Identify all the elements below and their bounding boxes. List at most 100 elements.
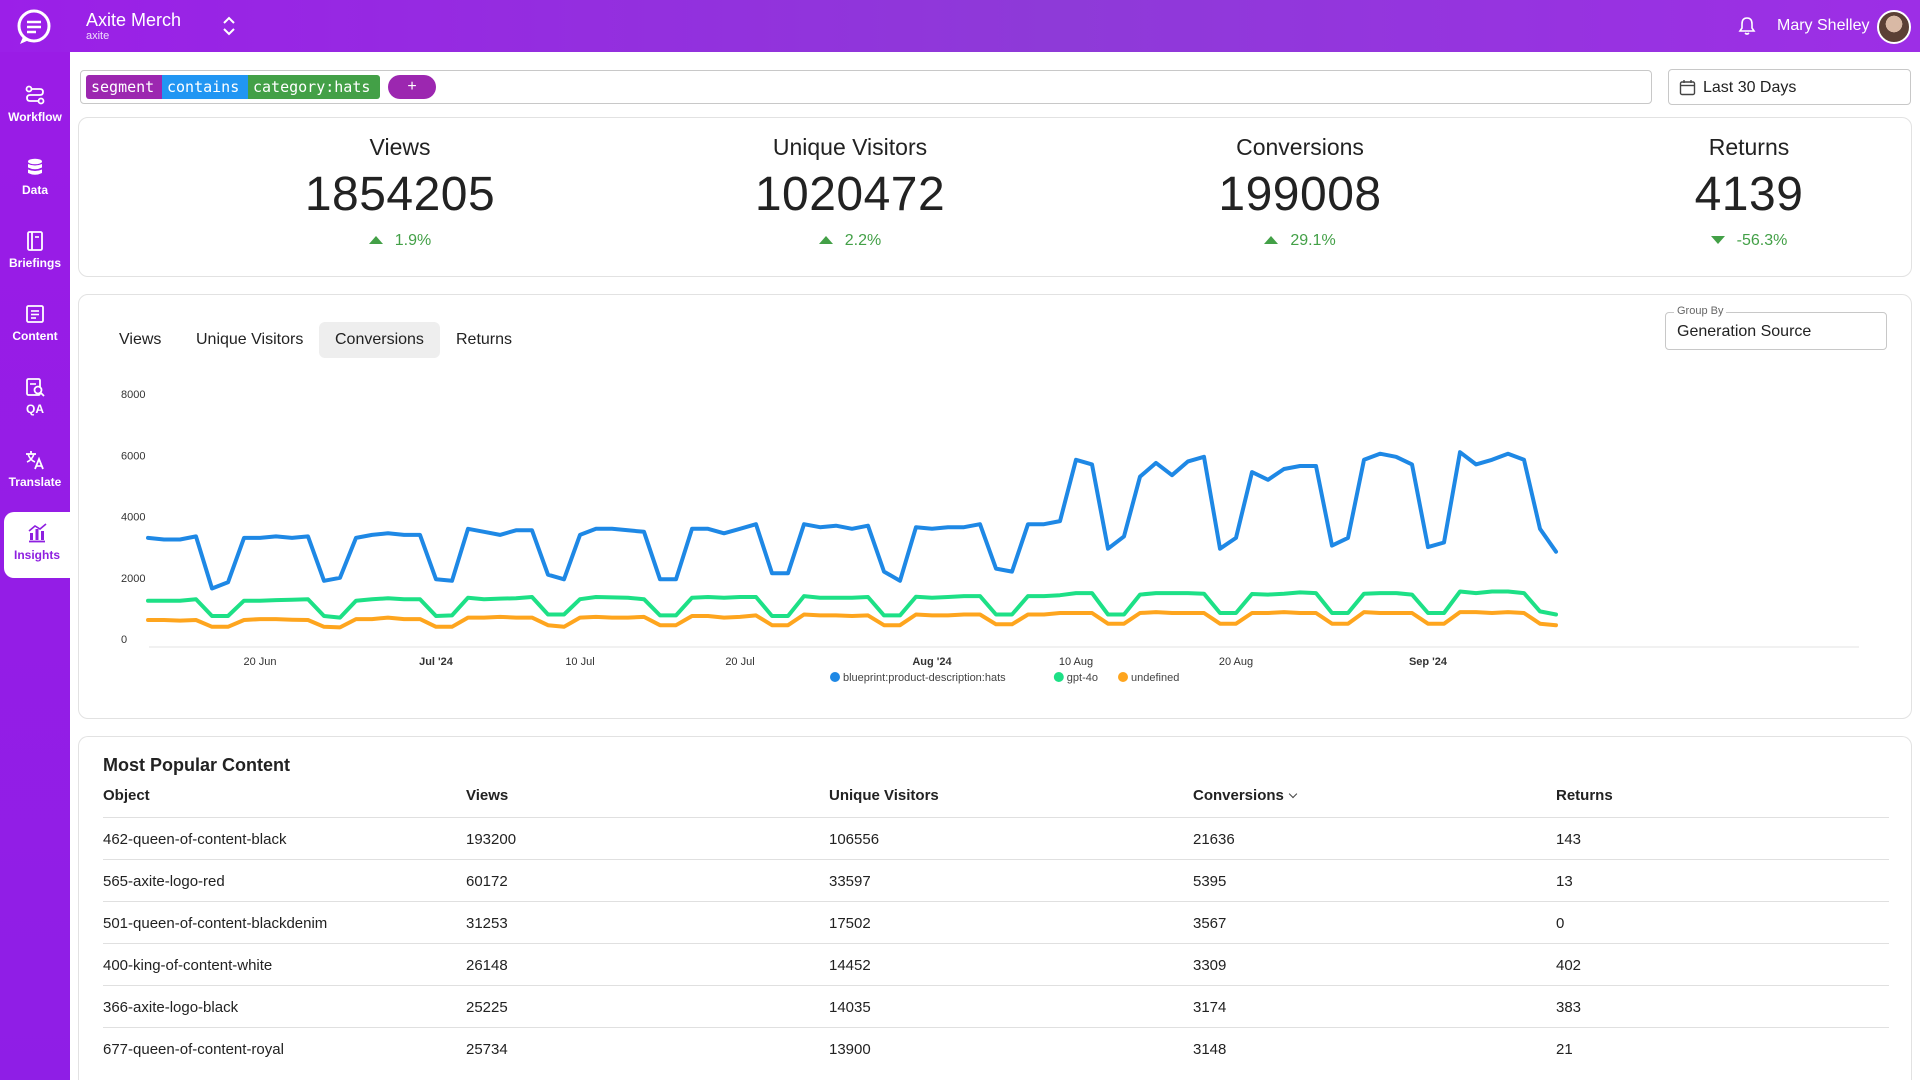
- cell-views: 193200: [466, 831, 517, 848]
- y-tick-label: 6000: [121, 450, 145, 462]
- trend-up-icon: [1264, 236, 1279, 244]
- cell-views: 25734: [466, 1041, 508, 1058]
- chart-card: Views Unique Visitors Conversions Return…: [78, 294, 1912, 719]
- tab-conversions[interactable]: Conversions: [319, 322, 440, 358]
- tab-returns[interactable]: Returns: [456, 331, 513, 348]
- cell-unique-visitors: 17502: [829, 915, 871, 932]
- sidebar-item-label: QA: [26, 402, 44, 416]
- sort-desc-icon[interactable]: [1288, 789, 1298, 799]
- trend-down-icon: [1710, 236, 1725, 244]
- date-range-picker[interactable]: Last 30 Days: [1668, 69, 1911, 105]
- table-row[interactable]: 677-queen-of-content-royal 25734 13900 3…: [103, 1027, 1889, 1069]
- translate-icon: [26, 451, 44, 470]
- filter-token-field[interactable]: segment: [86, 75, 162, 99]
- table-row[interactable]: 565-axite-logo-red 60172 33597 5395 13: [103, 859, 1889, 901]
- table-title: Most Popular Content: [103, 755, 290, 775]
- x-tick-label: Jul '24: [419, 656, 454, 668]
- group-by-select[interactable]: Group By Generation Source: [1665, 305, 1887, 350]
- cell-returns: 13: [1556, 873, 1573, 890]
- sidebar-item-qa[interactable]: QA: [0, 366, 70, 432]
- bell-icon[interactable]: [1737, 16, 1757, 36]
- legend-label: undefined: [1131, 672, 1179, 684]
- column-header-returns[interactable]: Returns: [1556, 787, 1613, 804]
- table-row[interactable]: 366-axite-logo-black 25225 14035 3174 38…: [103, 985, 1889, 1027]
- sidebar-item-briefings[interactable]: Briefings: [0, 220, 70, 286]
- kpi-title: Unique Visitors: [772, 134, 928, 160]
- x-tick-label: Aug '24: [912, 656, 952, 668]
- insights-icon: [28, 523, 47, 543]
- table-row[interactable]: 400-king-of-content-white 26148 14452 33…: [103, 943, 1889, 985]
- series-line-gpt-4o: [146, 589, 1558, 620]
- y-tick-label: 0: [121, 634, 127, 646]
- briefings-icon: [27, 231, 43, 251]
- kpi-value: 4139: [1694, 168, 1804, 221]
- table-row[interactable]: 462-queen-of-content-black 193200 106556…: [103, 817, 1889, 859]
- filter-token-operator[interactable]: contains: [162, 75, 248, 99]
- kpi-change: 29.1%: [1150, 232, 1450, 250]
- kpi-title: Views: [369, 134, 431, 160]
- column-header-conversions[interactable]: Conversions: [1193, 787, 1298, 804]
- qa-icon: [26, 378, 45, 397]
- table-row[interactable]: 501-queen-of-content-blackdenim 31253 17…: [103, 901, 1889, 943]
- legend-marker: [1118, 672, 1128, 682]
- x-tick-label: Sep '24: [1409, 656, 1448, 668]
- kpi-change: 2.2%: [700, 232, 1000, 250]
- segment-filter-input[interactable]: segment contains category:hats +: [80, 70, 1652, 104]
- sidebar-item-translate[interactable]: Translate: [0, 439, 70, 505]
- sidebar-item-label: Workflow: [8, 110, 62, 124]
- cell-object: 400-king-of-content-white: [103, 957, 273, 974]
- sidebar-item-content[interactable]: Content: [0, 293, 70, 359]
- kpi-change-value: 2.2%: [844, 232, 882, 249]
- cell-views: 31253: [466, 915, 508, 932]
- sidebar-item-data[interactable]: Data: [0, 147, 70, 213]
- kpi-change-value: -56.3%: [1736, 232, 1788, 249]
- column-header-label: Conversions: [1193, 787, 1284, 804]
- avatar[interactable]: [1877, 10, 1911, 44]
- tab-unique-visitors[interactable]: Unique Visitors: [196, 331, 304, 348]
- kpi-views: Views 1854205 1.9%: [250, 118, 550, 250]
- legend-label: blueprint:product-description:hats: [843, 672, 1006, 684]
- x-tick-label: 20 Jun: [243, 656, 276, 668]
- popular-content-card: Most Popular Content Object Views Unique…: [78, 736, 1912, 1080]
- filter-token-value[interactable]: category:hats: [248, 75, 380, 99]
- trend-up-icon: [818, 236, 833, 244]
- kpi-unique-visitors: Unique Visitors 1020472 2.2%: [700, 118, 1000, 250]
- column-header-views[interactable]: Views: [466, 787, 509, 804]
- group-by-value: Generation Source: [1677, 323, 1812, 340]
- kpi-change: 1.9%: [250, 232, 550, 250]
- kpi-title: Returns: [1708, 134, 1790, 160]
- sidebar-item-insights[interactable]: Insights: [4, 512, 70, 578]
- series-line-blueprint-product-description-hats: [146, 450, 1558, 591]
- legend-marker: [1053, 672, 1064, 682]
- series-line-undefined: [146, 610, 1558, 630]
- unfold-icon[interactable]: [220, 14, 238, 38]
- kpi-summary-card: Views 1854205 1.9% Unique Visitors 10204…: [78, 117, 1912, 277]
- org-switcher[interactable]: Axite Merch axite: [86, 10, 181, 42]
- cell-unique-visitors: 106556: [829, 831, 880, 848]
- workflow-icon: [25, 85, 45, 105]
- cell-returns: 143: [1556, 831, 1582, 848]
- org-name: Axite Merch: [86, 10, 182, 30]
- cell-unique-visitors: 14452: [829, 957, 871, 974]
- conversions-line-chart: 8000 6000 4000 2000 0 20 Jun Jul '24 10 Jul 20 J…: [121, 389, 1859, 684]
- cell-object: 677-queen-of-content-royal: [103, 1041, 284, 1058]
- column-header-unique-visitors[interactable]: Unique Visitors: [829, 787, 939, 804]
- app-logo-icon[interactable]: [14, 7, 54, 47]
- user-name[interactable]: Mary Shelley: [1777, 17, 1870, 34]
- kpi-value: 1020472: [754, 168, 946, 221]
- cell-conversions: 3174: [1193, 999, 1227, 1016]
- kpi-value: 199008: [1218, 168, 1382, 221]
- column-header-object[interactable]: Object: [103, 787, 150, 804]
- calendar-icon: [1679, 80, 1696, 96]
- tab-views[interactable]: Views: [119, 331, 162, 348]
- kpi-change: -56.3%: [1599, 232, 1899, 250]
- legend-label: gpt-4o: [1067, 672, 1098, 684]
- x-tick-label: 10 Jul: [565, 656, 594, 668]
- cell-conversions: 21636: [1193, 831, 1235, 848]
- sidebar-item-workflow[interactable]: Workflow: [0, 74, 70, 140]
- sidebar-item-label: Translate: [8, 475, 62, 489]
- sidebar: Workflow Data Briefings Content: [0, 52, 70, 1080]
- cell-unique-visitors: 13900: [829, 1041, 871, 1058]
- add-filter-button[interactable]: +: [388, 75, 436, 99]
- sidebar-item-label: Briefings: [8, 256, 61, 270]
